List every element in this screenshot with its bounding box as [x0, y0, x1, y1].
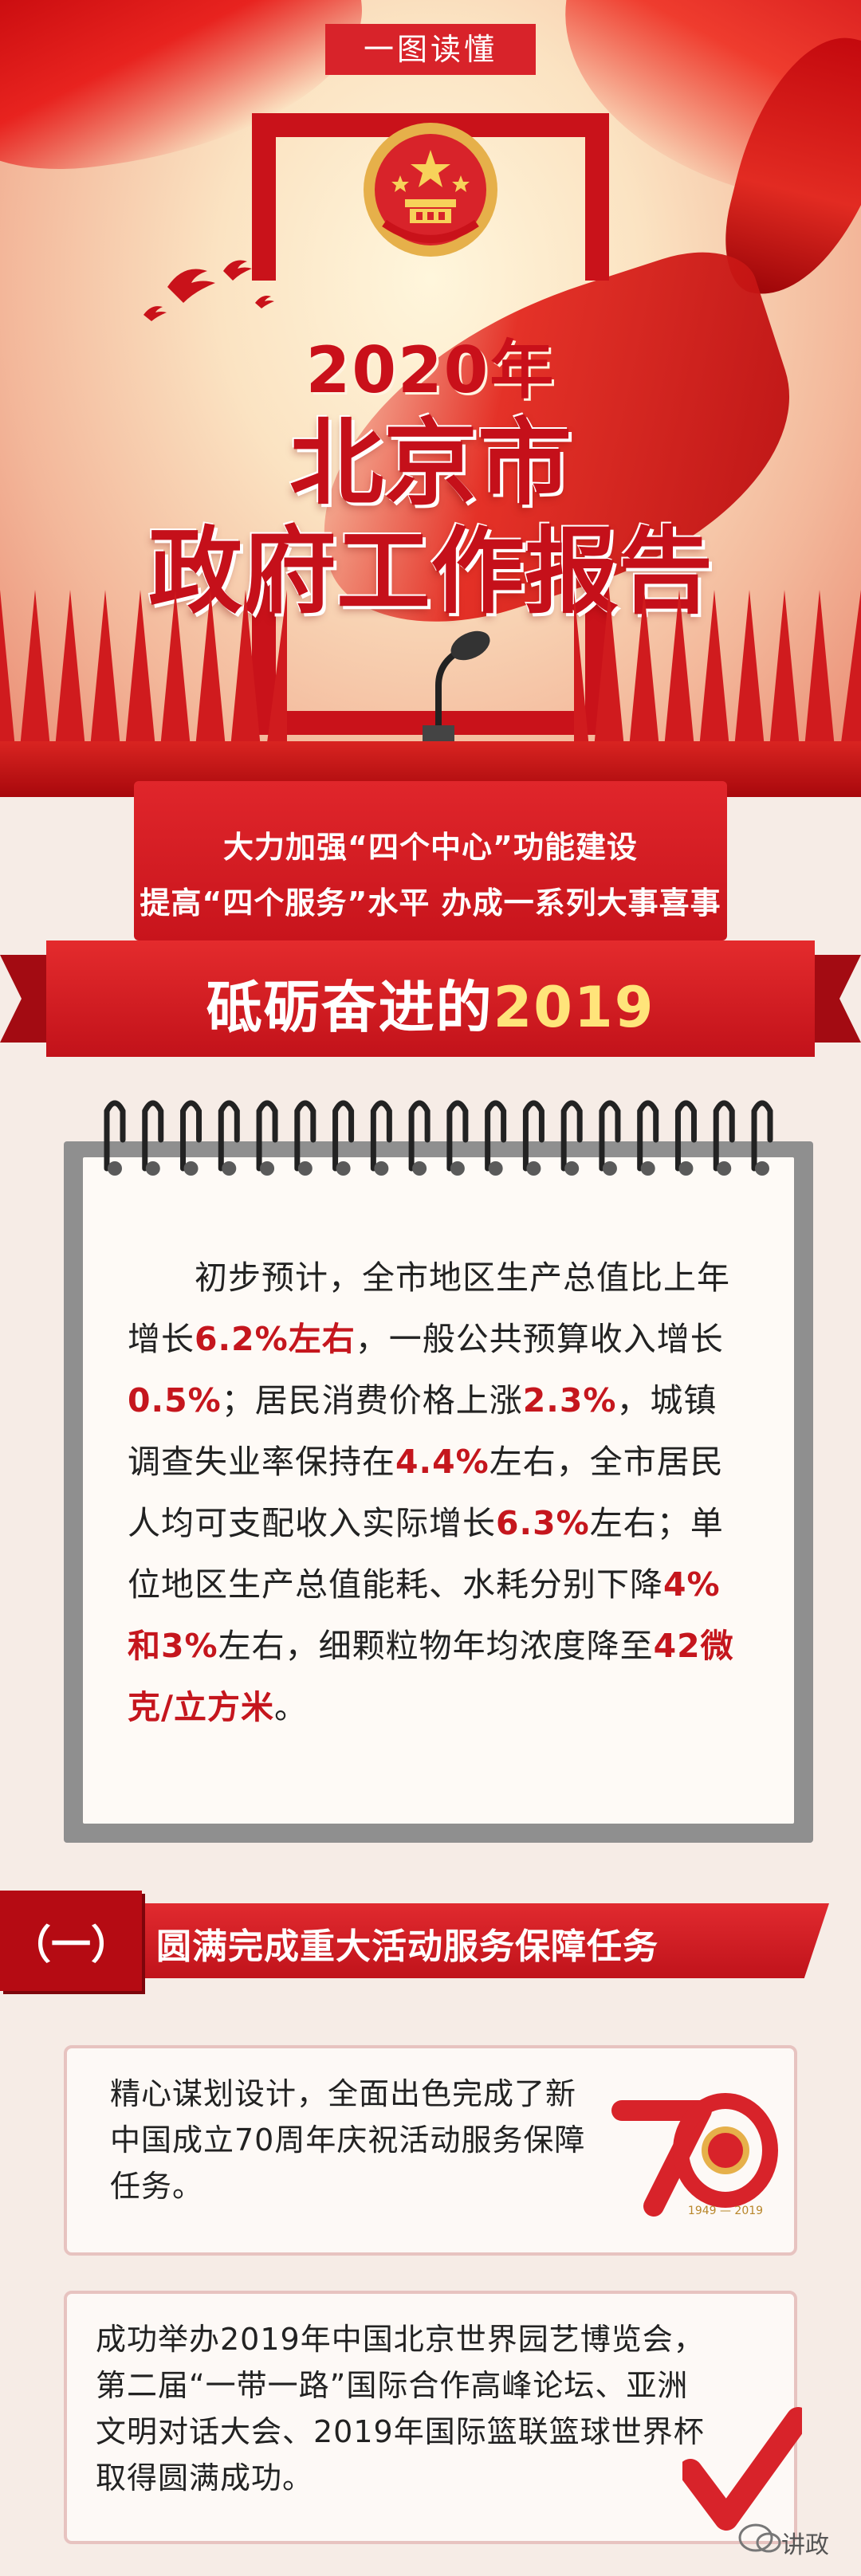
notebook-hole	[412, 1161, 427, 1176]
notebook-ring	[142, 1100, 164, 1172]
watermark-text: 讲政	[781, 2531, 829, 2559]
checkmark-icon	[682, 2407, 802, 2531]
notebook-hole	[602, 1161, 617, 1176]
section-number-box	[0, 1891, 142, 1991]
ribbon-banner	[46, 940, 815, 1057]
paragraph-text: 初步预计，全市地区生产总值比上年增长	[128, 1259, 730, 1358]
dove-icon	[144, 260, 274, 321]
notebook-hole	[564, 1161, 580, 1176]
hero-year: 2020年	[305, 333, 556, 407]
notebook-ring	[218, 1100, 240, 1172]
notebook-ring	[637, 1100, 659, 1172]
national-emblem-icon	[364, 123, 497, 257]
notebook-hole	[183, 1161, 199, 1176]
notebook-hole	[260, 1161, 275, 1176]
highlight-value: 6.2%左右	[195, 1320, 356, 1358]
paragraph-text: 。	[273, 1688, 308, 1726]
notebook-ring	[332, 1100, 355, 1172]
ribbon-heading-text: 砥砺奋进的	[206, 975, 493, 1040]
notebook-ring	[522, 1100, 545, 1172]
info-card-2	[64, 2291, 797, 2544]
notebook-ring	[256, 1100, 278, 1172]
logo-years: 1949 — 2019	[688, 2205, 763, 2217]
paragraph-text: 左右，细颗粒物年均浓度降至	[218, 1627, 654, 1665]
notebook-hole	[640, 1161, 655, 1176]
notebook-hole	[488, 1161, 503, 1176]
badge-label: 一图读懂	[325, 24, 536, 75]
highlight-value: 4.4%	[395, 1443, 489, 1481]
info-card-1-text: 精心谋划设计，全面出色完成了新中国成立70周年庆祝活动服务保障任务。	[110, 2076, 586, 2204]
highlight-value: 2.3%	[522, 1381, 617, 1420]
notebook-ring	[408, 1100, 431, 1172]
hero-title-line1: 北京市	[289, 408, 572, 518]
notebook-hole	[145, 1161, 160, 1176]
section-number: （一）	[11, 1922, 131, 1968]
notebook-text: 初步预计，全市地区生产总值比上年增长6.2%左右，一般公共预算收入增长 0.5%；…	[128, 1247, 749, 1738]
notebook-ring	[370, 1100, 392, 1172]
notebook-ring	[446, 1100, 469, 1172]
ribbon-heading-year: 2019	[493, 975, 655, 1040]
notebook-hole	[336, 1161, 351, 1176]
highlight-value: 6.3%	[496, 1504, 590, 1542]
notebook-ring	[294, 1100, 316, 1172]
seventy-anniversary-logo-icon: 1949 — 2019	[611, 2093, 778, 2217]
notebook-hole	[297, 1161, 313, 1176]
paragraph-text: ；居民消费价格上涨	[221, 1381, 523, 1420]
notebook-hole	[526, 1161, 541, 1176]
paragraph-text: 左右；单位地区生产总值能耗、水耗分别下降	[128, 1504, 724, 1604]
wechat-icon	[738, 2523, 781, 2553]
notebook-hole	[717, 1161, 732, 1176]
notebook-ring	[674, 1100, 697, 1172]
curtain-left	[0, 590, 287, 773]
notebook-ring	[104, 1100, 126, 1172]
hero-banner: 2020年 北京市 政府工作报告	[0, 0, 861, 797]
notebook-ring	[599, 1100, 621, 1172]
notebook-hole	[678, 1161, 694, 1176]
paragraph-text: ，城镇调查失业率保持在	[128, 1381, 718, 1481]
notebook-ring	[560, 1100, 583, 1172]
notebook-ring	[485, 1100, 507, 1172]
notebook-ring	[713, 1100, 735, 1172]
notebook-hole	[108, 1161, 122, 1176]
curtain-right	[574, 590, 861, 773]
paragraph-text: 左右，全市居民人均可支配收入实际增长	[128, 1443, 724, 1542]
highlight-value: 4%和3%	[128, 1565, 721, 1665]
notebook-page	[83, 1157, 794, 1824]
notebook-hole	[450, 1161, 465, 1176]
highlight-value: 0.5%	[128, 1381, 222, 1420]
subtitle-line1: 大力加强“四个中心”功能建设	[223, 830, 638, 865]
notebook-hole	[222, 1161, 237, 1176]
section-title: 圆满完成重大活动服务保障任务	[156, 1926, 659, 1967]
notebook-rings	[104, 1100, 773, 1176]
notebook-hole	[755, 1161, 769, 1176]
highlight-value: 42微克/立方米	[128, 1627, 734, 1726]
hero-title-line2: 政府工作报告	[147, 516, 713, 626]
paragraph-text: ，一般公共预算收入增长	[355, 1320, 724, 1358]
notebook-hole	[374, 1161, 389, 1176]
subtitle-line2: 提高“四个服务”水平 办成一系列大事喜事	[140, 886, 721, 921]
notebook-ring	[751, 1100, 773, 1172]
info-card-2-text: 成功举办2019年中国北京世界园艺博览会，第二届“一带一路”国际合作高峰论坛、亚…	[96, 2322, 705, 2496]
ribbon-heading: 砥砺奋进的2019	[46, 963, 815, 1043]
notebook-ring	[180, 1100, 202, 1172]
subtitle-panel	[134, 781, 727, 940]
